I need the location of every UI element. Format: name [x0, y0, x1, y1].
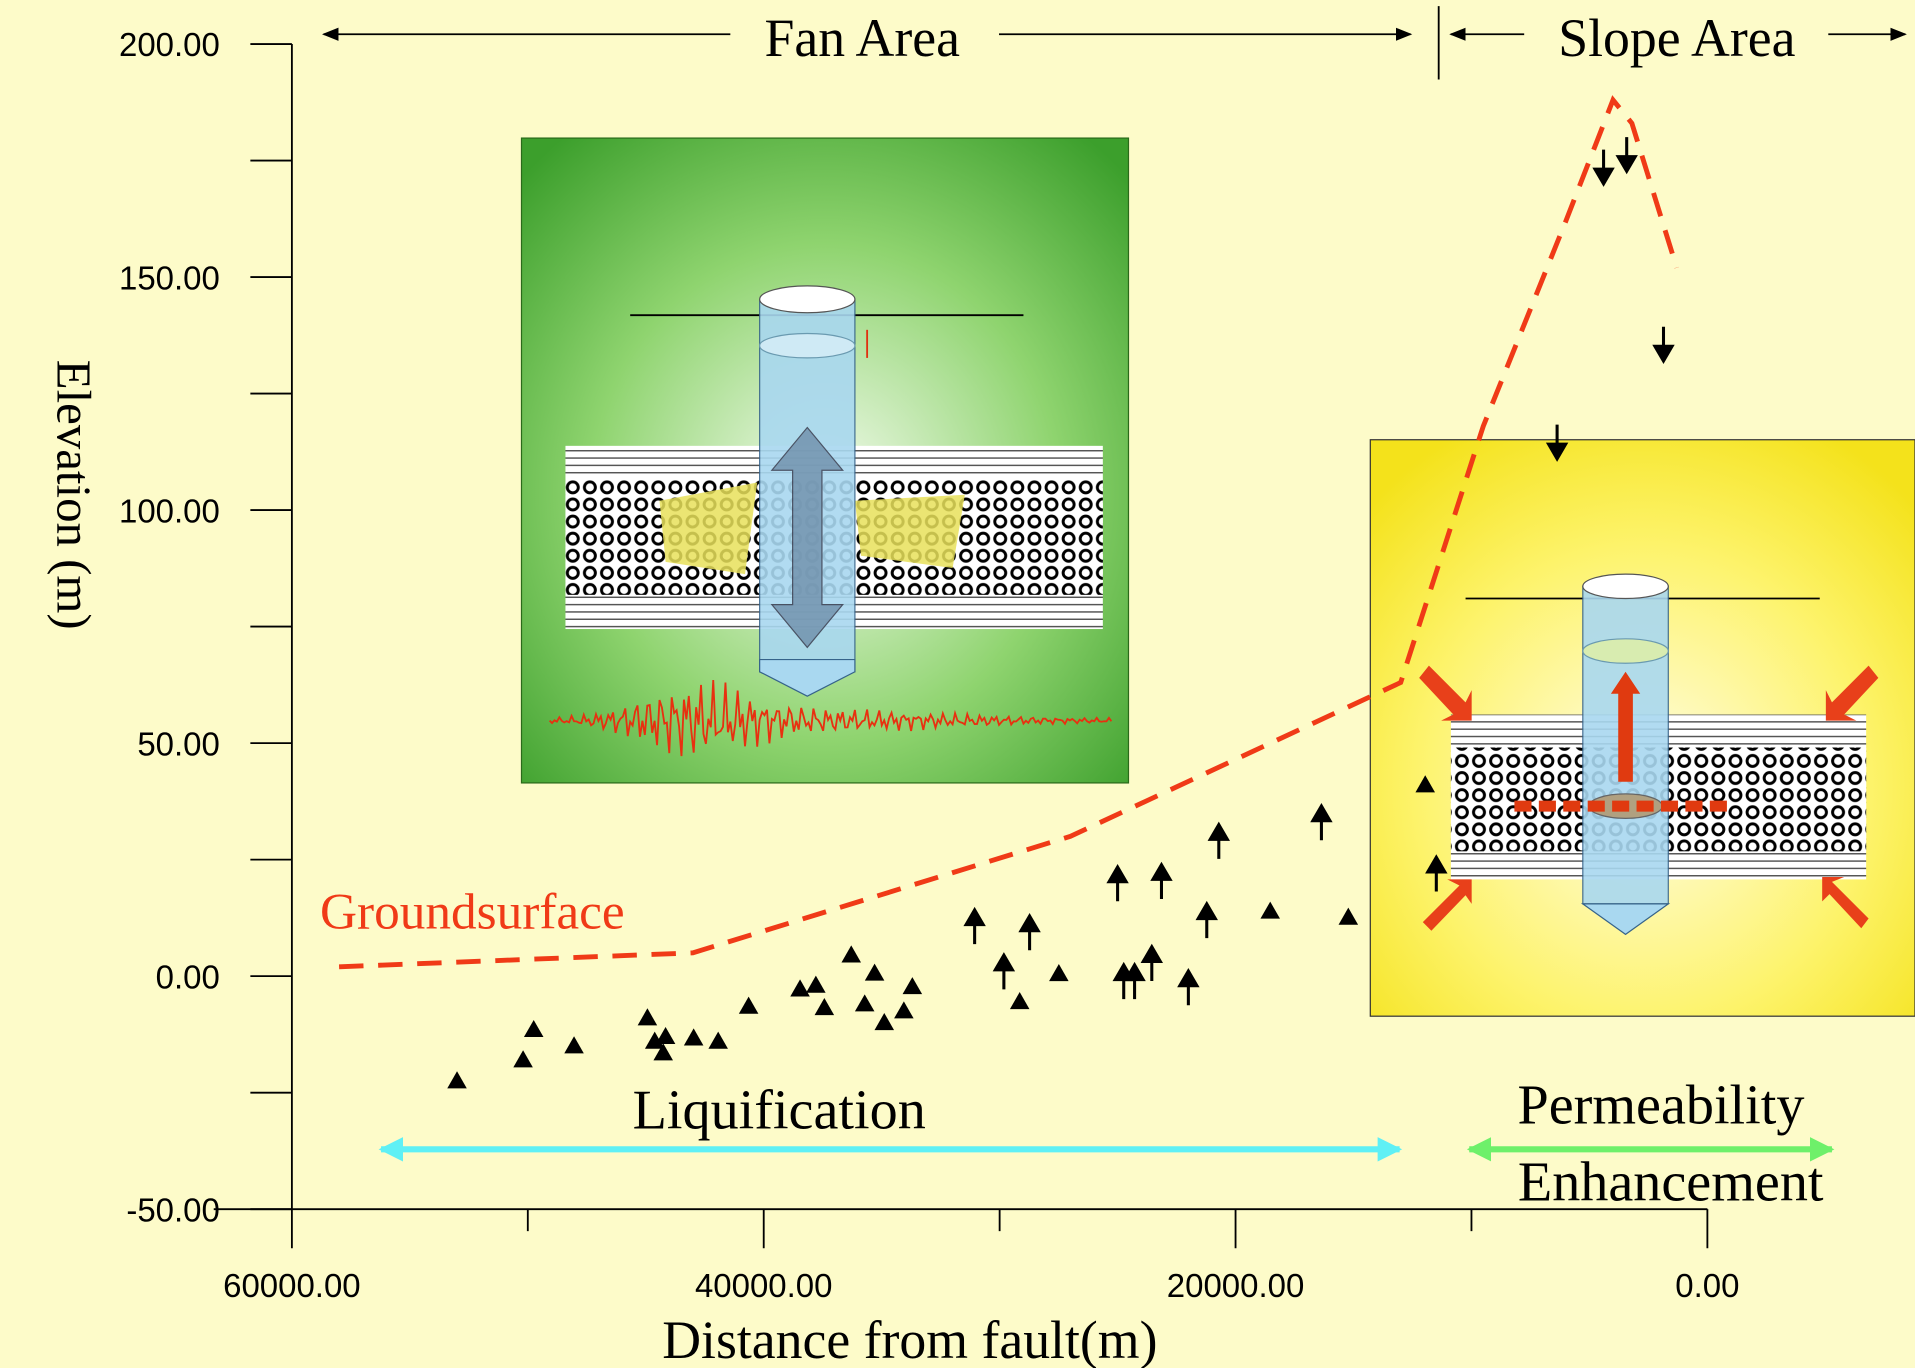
- y-axis-label: Elevation (m): [46, 360, 101, 630]
- x-tick-label: 40000.00: [695, 1267, 833, 1304]
- inset-left: [521, 138, 1128, 783]
- triangle-point: [739, 997, 759, 1014]
- arrow-point: [1210, 825, 1227, 859]
- arrow-point: [966, 910, 983, 944]
- triangle-point: [684, 1028, 704, 1045]
- annotation: Fan Area: [765, 8, 961, 68]
- x-tick-label: 20000.00: [1167, 1267, 1305, 1304]
- triangle-point: [841, 945, 861, 962]
- inset-right: [1370, 440, 1915, 1016]
- annotation: Slope Area: [1558, 8, 1795, 68]
- triangle-point: [708, 1032, 728, 1049]
- x-tick-label: 60000.00: [223, 1267, 361, 1304]
- annotation: Enhancement: [1518, 1152, 1824, 1214]
- arrow-point: [1655, 327, 1672, 361]
- y-tick-label: 0.00: [156, 958, 220, 995]
- arrow-point: [1021, 916, 1038, 950]
- y-tick-label: 50.00: [137, 725, 220, 762]
- triangle-point: [1339, 908, 1359, 925]
- arrow-point: [995, 955, 1012, 989]
- y-tick-label: 100.00: [119, 492, 220, 529]
- y-tick-label: 150.00: [119, 259, 220, 296]
- x-axis-label: Distance from fault(m): [662, 1310, 1157, 1368]
- arrow-point: [1618, 137, 1635, 171]
- annotation: Liquification: [633, 1080, 926, 1142]
- triangle-point: [806, 976, 826, 993]
- annotation: Permeability: [1517, 1075, 1804, 1137]
- arrow-point: [1109, 867, 1126, 901]
- triangle-point: [875, 1013, 895, 1030]
- triangle-point: [524, 1020, 544, 1037]
- triangle-point: [513, 1050, 533, 1067]
- y-tick-label: -50.00: [126, 1191, 219, 1228]
- arrow-point: [1313, 806, 1330, 840]
- triangle-point: [656, 1027, 676, 1044]
- arrow-point: [1115, 965, 1132, 999]
- x-tick-label: 0.00: [1675, 1267, 1739, 1304]
- triangle-point: [865, 964, 885, 981]
- triangle-point: [447, 1071, 467, 1088]
- triangle-point: [855, 994, 875, 1011]
- arrow-point: [1180, 971, 1197, 1005]
- triangle-point: [1049, 964, 1069, 981]
- triangle-point: [1010, 992, 1030, 1009]
- arrow-point: [1595, 150, 1612, 184]
- triangle-point: [903, 977, 923, 994]
- y-tick-label: 200.00: [119, 26, 220, 63]
- triangle-point: [638, 1008, 658, 1025]
- triangle-point: [790, 979, 810, 996]
- triangle-point: [815, 998, 835, 1015]
- arrow-point: [1198, 904, 1215, 938]
- series-label: Groundsurface: [320, 883, 625, 940]
- triangle-point: [1260, 902, 1280, 919]
- triangle-point: [564, 1036, 584, 1053]
- arrow-point: [1126, 965, 1143, 999]
- chart: Fan Area Slope Area Liquification Permea…: [0, 0, 1915, 1368]
- triangle-point: [894, 1001, 914, 1018]
- arrow-point: [1153, 865, 1170, 899]
- arrow-point: [1143, 947, 1160, 981]
